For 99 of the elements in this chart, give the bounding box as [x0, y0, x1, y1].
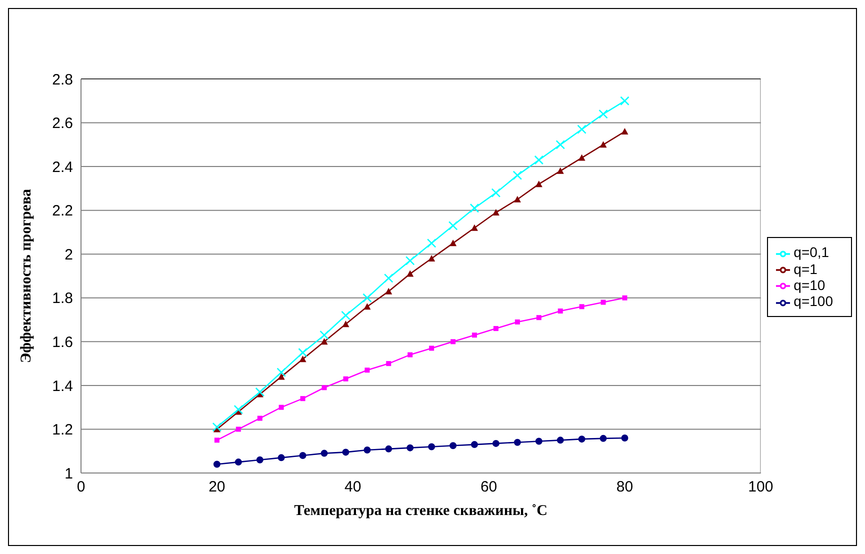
point: [385, 288, 392, 294]
point: [426, 238, 436, 248]
point: [514, 319, 520, 324]
point: [406, 270, 414, 277]
point: [472, 332, 477, 338]
point: [514, 438, 521, 446]
point: [470, 224, 478, 231]
point: [234, 458, 242, 466]
point: [405, 256, 415, 266]
point: [492, 209, 500, 216]
legend-label: q=100: [794, 293, 833, 310]
point: [300, 396, 306, 402]
point: [364, 303, 371, 310]
point: [535, 438, 542, 445]
point: [556, 167, 564, 174]
point: [278, 404, 284, 410]
point: [341, 310, 350, 320]
point: [556, 140, 566, 150]
legend-label: q=1: [794, 260, 818, 277]
point: [320, 338, 328, 345]
point: [577, 124, 586, 134]
point: [536, 315, 542, 320]
point: [578, 436, 586, 443]
point: [342, 320, 350, 328]
point: [579, 304, 584, 310]
point: [428, 443, 436, 450]
point: [534, 155, 544, 165]
point: [558, 308, 563, 314]
point: [450, 339, 456, 344]
point: [450, 240, 457, 246]
point: [299, 356, 306, 362]
point: [535, 180, 542, 188]
point: [298, 348, 308, 358]
x-tick-label: 20: [208, 478, 226, 496]
legend-label: q=0,1: [794, 244, 830, 260]
y-tick-label: 2.4: [52, 158, 73, 176]
point: [257, 416, 262, 421]
y-tick-label: 1.6: [52, 334, 73, 351]
point: [600, 434, 607, 442]
point: [322, 385, 327, 390]
point: [491, 188, 501, 198]
point: [470, 441, 478, 448]
point: [514, 196, 521, 202]
y-tick-label: 2.6: [52, 115, 73, 132]
point: [620, 96, 630, 106]
point: [212, 422, 222, 432]
point: [234, 404, 244, 414]
point: [320, 450, 328, 457]
point: [214, 438, 220, 443]
point: [428, 254, 436, 262]
point: [450, 442, 457, 450]
y-tick-label: 2.8: [52, 71, 73, 88]
point: [492, 440, 500, 447]
point: [621, 434, 628, 442]
legend-label: q=10: [794, 277, 826, 293]
point: [406, 444, 414, 452]
point: [320, 330, 329, 340]
point: [598, 109, 608, 119]
x-tick-label: 40: [344, 478, 362, 496]
x-tick-label: 80: [616, 478, 634, 496]
point: [362, 293, 372, 303]
point: [556, 436, 564, 444]
x-tick-label: 100: [748, 478, 774, 496]
point: [386, 361, 392, 366]
point: [278, 373, 285, 380]
point: [255, 387, 265, 397]
point: [578, 154, 586, 161]
point: [213, 460, 220, 468]
point: [448, 221, 458, 230]
x-tick-label: 60: [480, 478, 498, 496]
y-tick-label: 2.2: [52, 202, 73, 220]
x-axis-title: Температура на стенке скважины, ˚С: [294, 503, 548, 519]
point: [278, 454, 285, 462]
point: [384, 274, 394, 283]
point: [342, 448, 350, 456]
point: [364, 446, 371, 454]
point: [408, 352, 413, 358]
y-tick-label: 2: [64, 246, 73, 264]
x-tick-label: 0: [76, 478, 86, 496]
point: [600, 141, 607, 148]
point: [385, 445, 392, 452]
point: [343, 376, 348, 382]
point: [276, 368, 286, 377]
point: [429, 346, 434, 351]
point: [364, 368, 370, 373]
y-tick-label: 1: [64, 465, 73, 482]
point: [470, 203, 480, 213]
point: [621, 128, 628, 135]
point: [236, 426, 241, 432]
point: [256, 456, 264, 464]
y-tick-label: 1.2: [52, 422, 73, 439]
point: [493, 326, 498, 332]
point: [622, 295, 628, 300]
y-axis-title: Эффективность прогрева: [18, 188, 34, 364]
y-tick-label: 1.4: [52, 378, 73, 395]
point: [299, 452, 306, 459]
y-tick-label: 1.8: [52, 290, 73, 308]
point: [512, 170, 522, 180]
point: [600, 300, 606, 305]
